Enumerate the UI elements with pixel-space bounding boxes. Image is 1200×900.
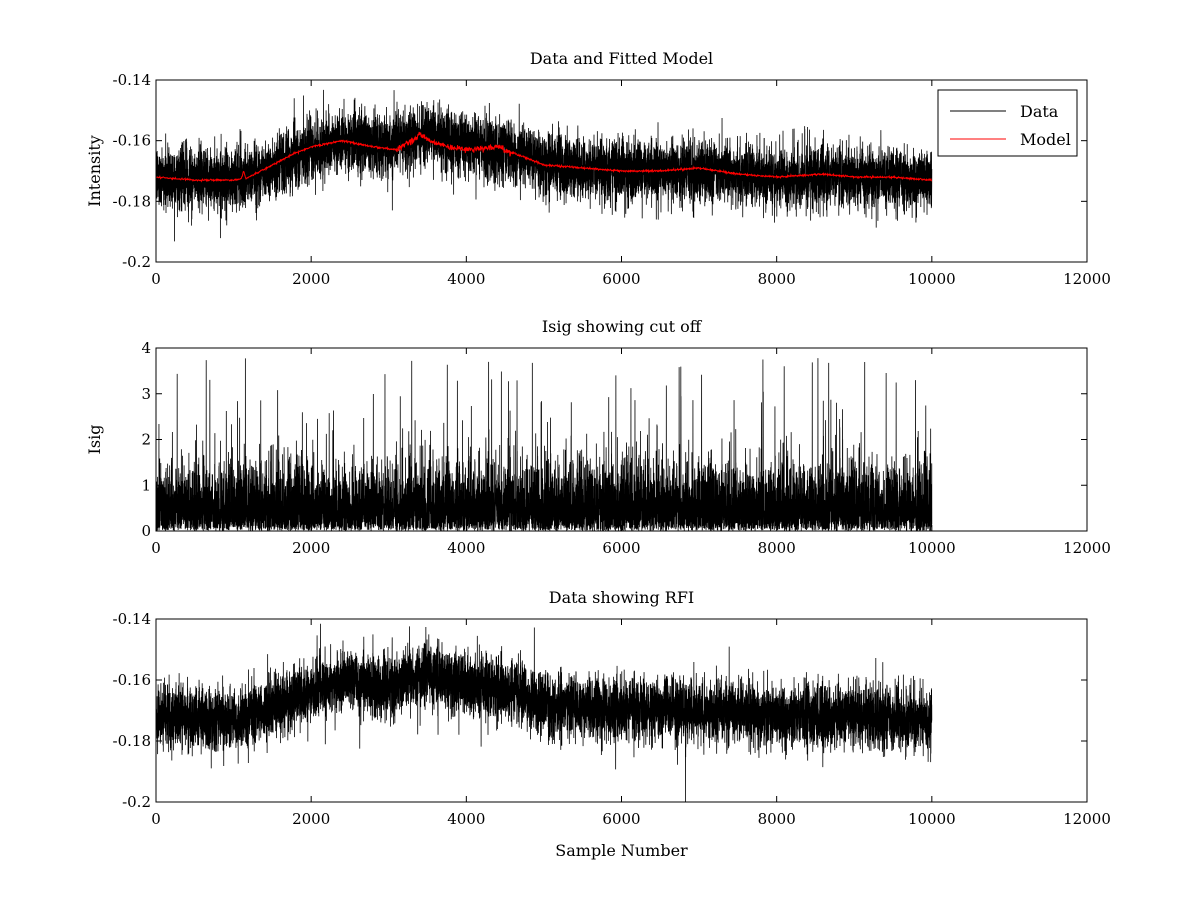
subplot-2: 0 2000 4000 6000 8000 10000 12000 0 1 2 3 4 Isig sho… — [85, 317, 1111, 557]
y-tick-label: 3 — [141, 385, 151, 403]
subplot-3: 0 2000 4000 6000 8000 10000 12000 -0.2 -0.18 -0.1… — [113, 588, 1111, 860]
legend-box — [937, 89, 1078, 157]
y-axis-label: Isig — [85, 425, 104, 455]
y-tick-label: 2 — [141, 431, 151, 449]
chart-title: Data and Fitted Model — [530, 49, 713, 68]
x-tick-label: 4000 — [447, 539, 485, 557]
x-tick-label: 12000 — [1063, 539, 1111, 557]
x-tick-label: 2000 — [292, 539, 330, 557]
series-isig-line — [156, 358, 933, 531]
y-tick-label: -0.18 — [113, 732, 151, 750]
series-model-line — [156, 131, 932, 183]
y-tick-label: -0.2 — [122, 793, 151, 811]
x-tick-label: 8000 — [758, 539, 796, 557]
y-tick-label: -0.18 — [113, 192, 151, 210]
plot-area — [156, 89, 933, 242]
legend: Data Model — [937, 89, 1078, 157]
legend-label-data: Data — [1020, 102, 1059, 121]
x-tick-label: 0 — [151, 270, 161, 288]
x-tick-label: 4000 — [447, 270, 485, 288]
x-tick-label: 8000 — [758, 270, 796, 288]
y-axis-label: Intensity — [85, 135, 104, 207]
x-tick-label: 6000 — [602, 810, 640, 828]
x-tick-label: 10000 — [908, 810, 956, 828]
y-tick-label: -0.14 — [113, 71, 151, 89]
x-tick-label: 6000 — [602, 539, 640, 557]
y-tick-label: 4 — [141, 339, 151, 357]
chart-title: Isig showing cut off — [542, 317, 703, 336]
y-tick-label: -0.16 — [113, 671, 151, 689]
y-tick-label: -0.14 — [113, 610, 151, 628]
x-axis-label: Sample Number — [555, 841, 688, 860]
x-tick-label: 10000 — [908, 270, 956, 288]
x-tick-label: 8000 — [758, 810, 796, 828]
y-tick-label: -0.2 — [122, 253, 151, 271]
chart-title: Data showing RFI — [549, 588, 694, 607]
x-tick-label: 12000 — [1063, 810, 1111, 828]
x-tick-label: 4000 — [447, 810, 485, 828]
legend-label-model: Model — [1020, 130, 1071, 149]
x-tick-label: 0 — [151, 810, 161, 828]
x-tick-label: 6000 — [602, 270, 640, 288]
x-tick-label: 2000 — [292, 270, 330, 288]
series-data-line — [156, 623, 933, 802]
x-tick-label: 10000 — [908, 539, 956, 557]
x-tick-label: 0 — [151, 539, 161, 557]
plot-area — [156, 358, 933, 531]
subplot-1: 0 2000 4000 6000 8000 10000 12000 -0.2 -0.18 -0.1… — [85, 49, 1111, 288]
y-tick-label: -0.16 — [113, 132, 151, 150]
plot-area — [156, 623, 933, 802]
x-tick-label: 12000 — [1063, 270, 1111, 288]
x-tick-label: 2000 — [292, 810, 330, 828]
y-tick-label: 0 — [141, 522, 151, 540]
y-tick-label: 1 — [141, 476, 151, 494]
